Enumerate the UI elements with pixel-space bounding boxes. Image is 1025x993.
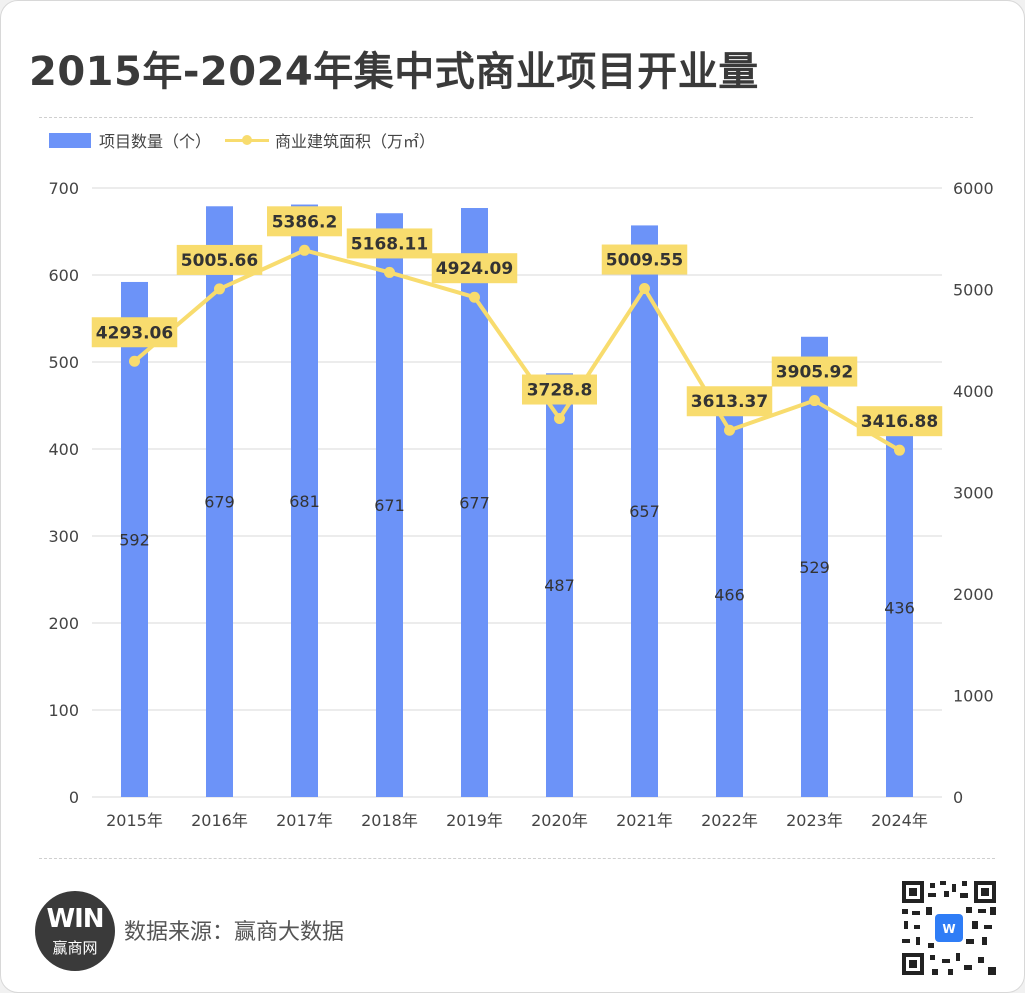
- bar-value-label: 679: [204, 493, 235, 512]
- y-left-tick-label: 700: [48, 179, 79, 198]
- title-divider: [39, 117, 973, 118]
- line-value-label-bg: [346, 228, 433, 259]
- legend-bar-label: 项目数量（个）: [99, 132, 212, 151]
- chart-legend: 项目数量（个） 商业建筑面积（万㎡）: [49, 128, 449, 152]
- svg-text:W: W: [942, 922, 955, 936]
- y-right-tick-label: 5000: [953, 281, 994, 300]
- line-value-label-bg: [856, 406, 943, 437]
- line-point: [894, 444, 905, 456]
- bar: [206, 206, 233, 797]
- legend-item-bar: 项目数量（个）: [49, 128, 211, 152]
- y-right-tick-label: 1000: [953, 687, 994, 706]
- line-value-label: 4924.09: [436, 259, 513, 279]
- brand-logo: WIN 赢商网: [35, 891, 115, 971]
- x-tick-label: 2017年: [276, 811, 333, 830]
- y-left-tick-label: 200: [48, 614, 79, 633]
- qr-code-icon[interactable]: W: [902, 881, 996, 975]
- line-value-label-bg: [601, 244, 688, 275]
- line-value-label: 3905.92: [776, 363, 853, 383]
- bar: [376, 213, 403, 798]
- line-point: [724, 424, 735, 436]
- line-value-label-bg: [686, 386, 773, 417]
- y-right-tick-label: 4000: [953, 382, 994, 401]
- chart-title: 2015年-2024年集中式商业项目开业量: [29, 49, 759, 95]
- y-right-tick-label: 6000: [953, 179, 994, 198]
- legend-line-label: 商业建筑面积（万㎡）: [275, 132, 436, 151]
- bar: [801, 336, 828, 797]
- y-left-tick-label: 100: [48, 701, 79, 720]
- x-tick-label: 2022年: [701, 811, 758, 830]
- bar-value-label: 529: [799, 558, 830, 577]
- y-right-tick-label: 2000: [953, 585, 994, 604]
- footer-divider: [39, 858, 995, 859]
- line-point: [809, 395, 820, 407]
- bar: [886, 417, 913, 797]
- line-value-label-bg: [771, 356, 858, 387]
- y-left-tick-label: 300: [48, 527, 79, 546]
- legend-item-line: 商业建筑面积（万㎡）: [225, 128, 435, 152]
- y-right-tick-label: 0: [953, 788, 963, 807]
- bar-value-label: 677: [459, 494, 490, 513]
- line-value-label: 5009.55: [606, 251, 683, 271]
- bar-value-label: 592: [119, 530, 150, 549]
- line-point: [469, 291, 480, 303]
- bar-value-label: 657: [629, 502, 660, 521]
- line-value-label-bg: [522, 374, 597, 405]
- bar-value-label: 487: [544, 576, 575, 595]
- bar-value-label: 671: [374, 496, 405, 515]
- x-tick-label: 2016年: [191, 811, 248, 830]
- legend-line-swatch: [225, 132, 270, 148]
- line-value-label: 5386.2: [272, 212, 338, 232]
- x-tick-label: 2024年: [871, 811, 928, 830]
- line-point: [214, 283, 225, 295]
- bar: [461, 208, 488, 797]
- x-tick-label: 2019年: [446, 811, 503, 830]
- line-value-label: 3613.37: [691, 392, 768, 412]
- x-tick-label: 2018年: [361, 811, 418, 830]
- line-point: [554, 413, 565, 425]
- line-point: [384, 266, 395, 278]
- bar: [631, 225, 658, 797]
- line-value-label: 5168.11: [351, 234, 428, 254]
- line-value-label-bg: [91, 317, 178, 348]
- line-point: [129, 355, 140, 367]
- line-value-label: 3416.88: [861, 412, 938, 432]
- bar: [546, 373, 573, 797]
- x-tick-label: 2015年: [106, 811, 163, 830]
- data-source: 数据来源：赢商大数据: [124, 920, 345, 945]
- line-value-label-bg: [176, 244, 263, 275]
- y-right-tick-label: 3000: [953, 484, 994, 503]
- line-point: [299, 244, 310, 256]
- x-tick-label: 2020年: [531, 811, 588, 830]
- line-value-label-bg: [431, 253, 518, 284]
- y-left-tick-label: 600: [48, 266, 79, 285]
- bar: [291, 204, 318, 797]
- bar-value-label: 466: [714, 585, 745, 604]
- legend-bar-swatch: [49, 132, 91, 148]
- y-left-tick-label: 0: [69, 788, 79, 807]
- brand-logo-text: 赢商网: [52, 939, 98, 957]
- line-value-label: 4293.06: [96, 323, 173, 343]
- line-value-label: 5005.66: [181, 251, 258, 271]
- bar: [716, 391, 743, 797]
- bar-value-label: 681: [289, 492, 320, 511]
- bar-value-label: 436: [884, 598, 915, 617]
- line-point: [639, 283, 650, 295]
- line-value-label-bg: [267, 206, 342, 237]
- x-tick-label: 2023年: [786, 811, 843, 830]
- brand-logo-mark: WIN: [46, 904, 104, 934]
- y-left-tick-label: 500: [48, 353, 79, 372]
- line-value-label: 3728.8: [527, 381, 593, 401]
- y-left-tick-label: 400: [48, 440, 79, 459]
- bar: [121, 281, 148, 798]
- x-tick-label: 2021年: [616, 811, 673, 830]
